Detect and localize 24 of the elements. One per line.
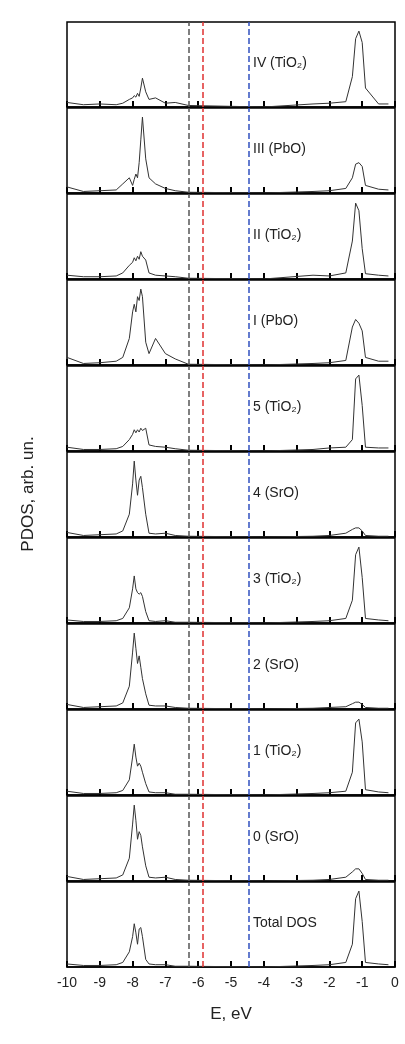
annotation: I (PbO): [253, 312, 299, 328]
annotation: 1 (TiO₂): [253, 742, 302, 758]
annotation: 0 (SrO): [253, 828, 299, 844]
x-tick-label: -4: [257, 974, 271, 990]
x-tick-label: -3: [290, 974, 304, 990]
x-tick-label: 0: [391, 974, 400, 990]
x-tick-label: -10: [56, 974, 78, 990]
annotation: 3 (TiO₂): [253, 570, 302, 586]
annotation: IV (TiO₂): [253, 54, 307, 70]
x-tick-label: -5: [224, 974, 238, 990]
annotation: 2 (SrO): [253, 656, 299, 672]
x-tick-label: -1: [355, 974, 369, 990]
x-tick-label: -2: [323, 974, 336, 990]
annotation: Total DOS: [253, 914, 317, 930]
x-tick-label: -9: [93, 974, 107, 990]
annotation: 5 (TiO₂): [253, 398, 302, 414]
annotation: II (TiO₂): [253, 226, 302, 242]
annotation: 4 (SrO): [253, 484, 299, 500]
annotation: III (PbO): [253, 140, 306, 156]
x-axis-title: E, eV: [210, 1004, 253, 1023]
y-axis-title: PDOS, arb. un.: [18, 436, 38, 552]
x-tick-label: -6: [191, 974, 205, 990]
x-tick-label: -8: [126, 974, 140, 990]
x-tick-label: -7: [159, 974, 172, 990]
